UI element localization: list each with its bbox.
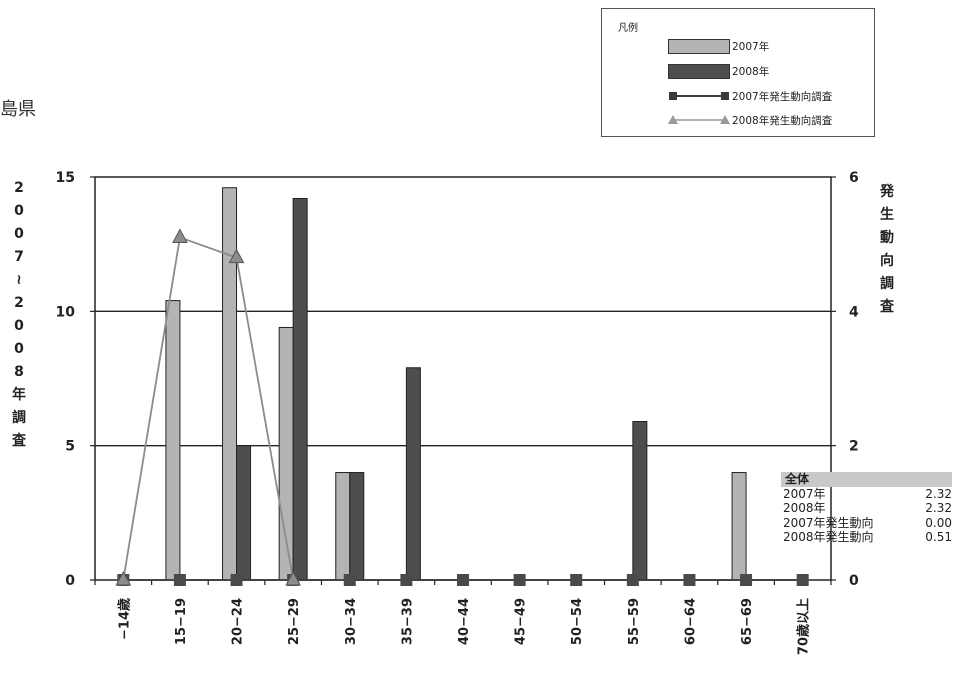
legend-label-2008: 2008年	[732, 65, 770, 78]
category-label: 65−69	[740, 598, 755, 645]
category-label: 25−29	[287, 598, 302, 645]
legend-item-2007: 2007年	[668, 37, 769, 55]
summary-row-value: 2.32	[925, 501, 952, 515]
category-label: 35−39	[400, 598, 415, 645]
category-label: 15−19	[174, 598, 189, 645]
bar-2008年	[349, 472, 365, 581]
summary-row-value: 0.00	[925, 515, 952, 530]
summary-row: 2007年 2.32	[781, 487, 952, 502]
summary-row-label: 2007年発生動向	[783, 515, 874, 530]
category-label: 45−49	[514, 598, 529, 645]
category-label: −14歳	[116, 598, 132, 640]
point-square	[626, 574, 639, 586]
point-square	[230, 574, 243, 586]
legend-item-2008-survey: 2008年発生動向調査	[668, 111, 832, 129]
summary-row: 2008年 2.32	[781, 501, 952, 516]
point-square	[683, 574, 696, 586]
point-square	[796, 574, 809, 586]
point-square	[740, 574, 753, 586]
legend-swatch-2007	[668, 38, 730, 54]
bar-2008年	[405, 367, 421, 581]
point-triangle	[115, 570, 132, 586]
left-tick-label: 0	[65, 573, 75, 589]
right-tick-label: 0	[849, 573, 859, 589]
legend-title: 凡例	[618, 23, 638, 34]
summary-row: 2008年発生動向 0.51	[781, 530, 952, 545]
summary-table: 全体 2007年 2.32 2008年 2.32 2007年発生動向 0.00 …	[781, 472, 952, 545]
legend-line-square-icon	[669, 92, 729, 100]
bar-2007年	[731, 472, 747, 581]
point-triangle	[285, 570, 301, 586]
summary-row-label: 2008年	[783, 501, 826, 515]
left-tick-label: 15	[56, 170, 75, 186]
category-label: 70歳以上	[796, 598, 812, 655]
point-square	[343, 574, 356, 586]
point-square	[457, 574, 469, 586]
bar-2008年	[236, 445, 252, 581]
right-tick-label: 2	[849, 439, 859, 455]
bar-2008年	[632, 420, 648, 581]
bar-2007年	[335, 472, 351, 581]
legend-label-2007: 2007年	[732, 40, 770, 53]
legend: 凡例 2007年 2008年 2007年発生動向調査 2008年発生動向調査	[601, 8, 875, 137]
point-triangle	[172, 228, 188, 243]
category-label: 60−64	[683, 598, 698, 645]
summary-title: 全体	[781, 472, 952, 487]
legend-item-2007-survey: 2007年発生動向調査	[668, 87, 832, 105]
point-square	[173, 574, 186, 586]
legend-swatch-2008	[668, 63, 730, 79]
summary-row-value: 2.32	[925, 486, 952, 501]
summary-row-label: 2007年	[783, 486, 826, 501]
summary-row-label: 2008年発生動向	[783, 530, 874, 544]
summary-row: 2007年発生動向 0.00	[781, 516, 952, 531]
right-tick-label: 6	[849, 170, 859, 186]
right-tick-label: 4	[849, 304, 859, 320]
legend-item-2008: 2008年	[668, 62, 769, 80]
plot-frame	[94, 176, 832, 581]
legend-label-2008-survey: 2008年発生動向調査	[732, 114, 833, 127]
category-label: 30−34	[344, 598, 359, 645]
left-axis-title: 2 0 0 7 ≀ 2 0 0 8 年調査	[12, 180, 26, 449]
point-square	[570, 574, 583, 586]
point-triangle	[228, 248, 245, 264]
point-square	[513, 574, 526, 586]
bar-2007年	[222, 187, 238, 581]
region-label: 島県	[0, 99, 36, 120]
legend-label-2007-survey: 2007年発生動向調査	[732, 90, 833, 103]
point-square	[400, 574, 413, 586]
legend-line-triangle-icon	[668, 115, 730, 124]
right-axis-title: 発生動向調査	[880, 184, 894, 315]
left-tick-label: 10	[56, 304, 76, 320]
summary-row-value: 0.51	[925, 530, 952, 544]
line-2008年発生動向調査	[122, 236, 295, 581]
left-tick-label: 5	[65, 439, 75, 455]
bar-2008年	[292, 197, 308, 581]
category-label: 20−24	[231, 598, 246, 645]
category-label: 55−59	[627, 598, 642, 645]
category-label: 40−44	[457, 598, 472, 645]
category-label: 50−54	[570, 598, 585, 645]
bar-2007年	[165, 300, 181, 581]
